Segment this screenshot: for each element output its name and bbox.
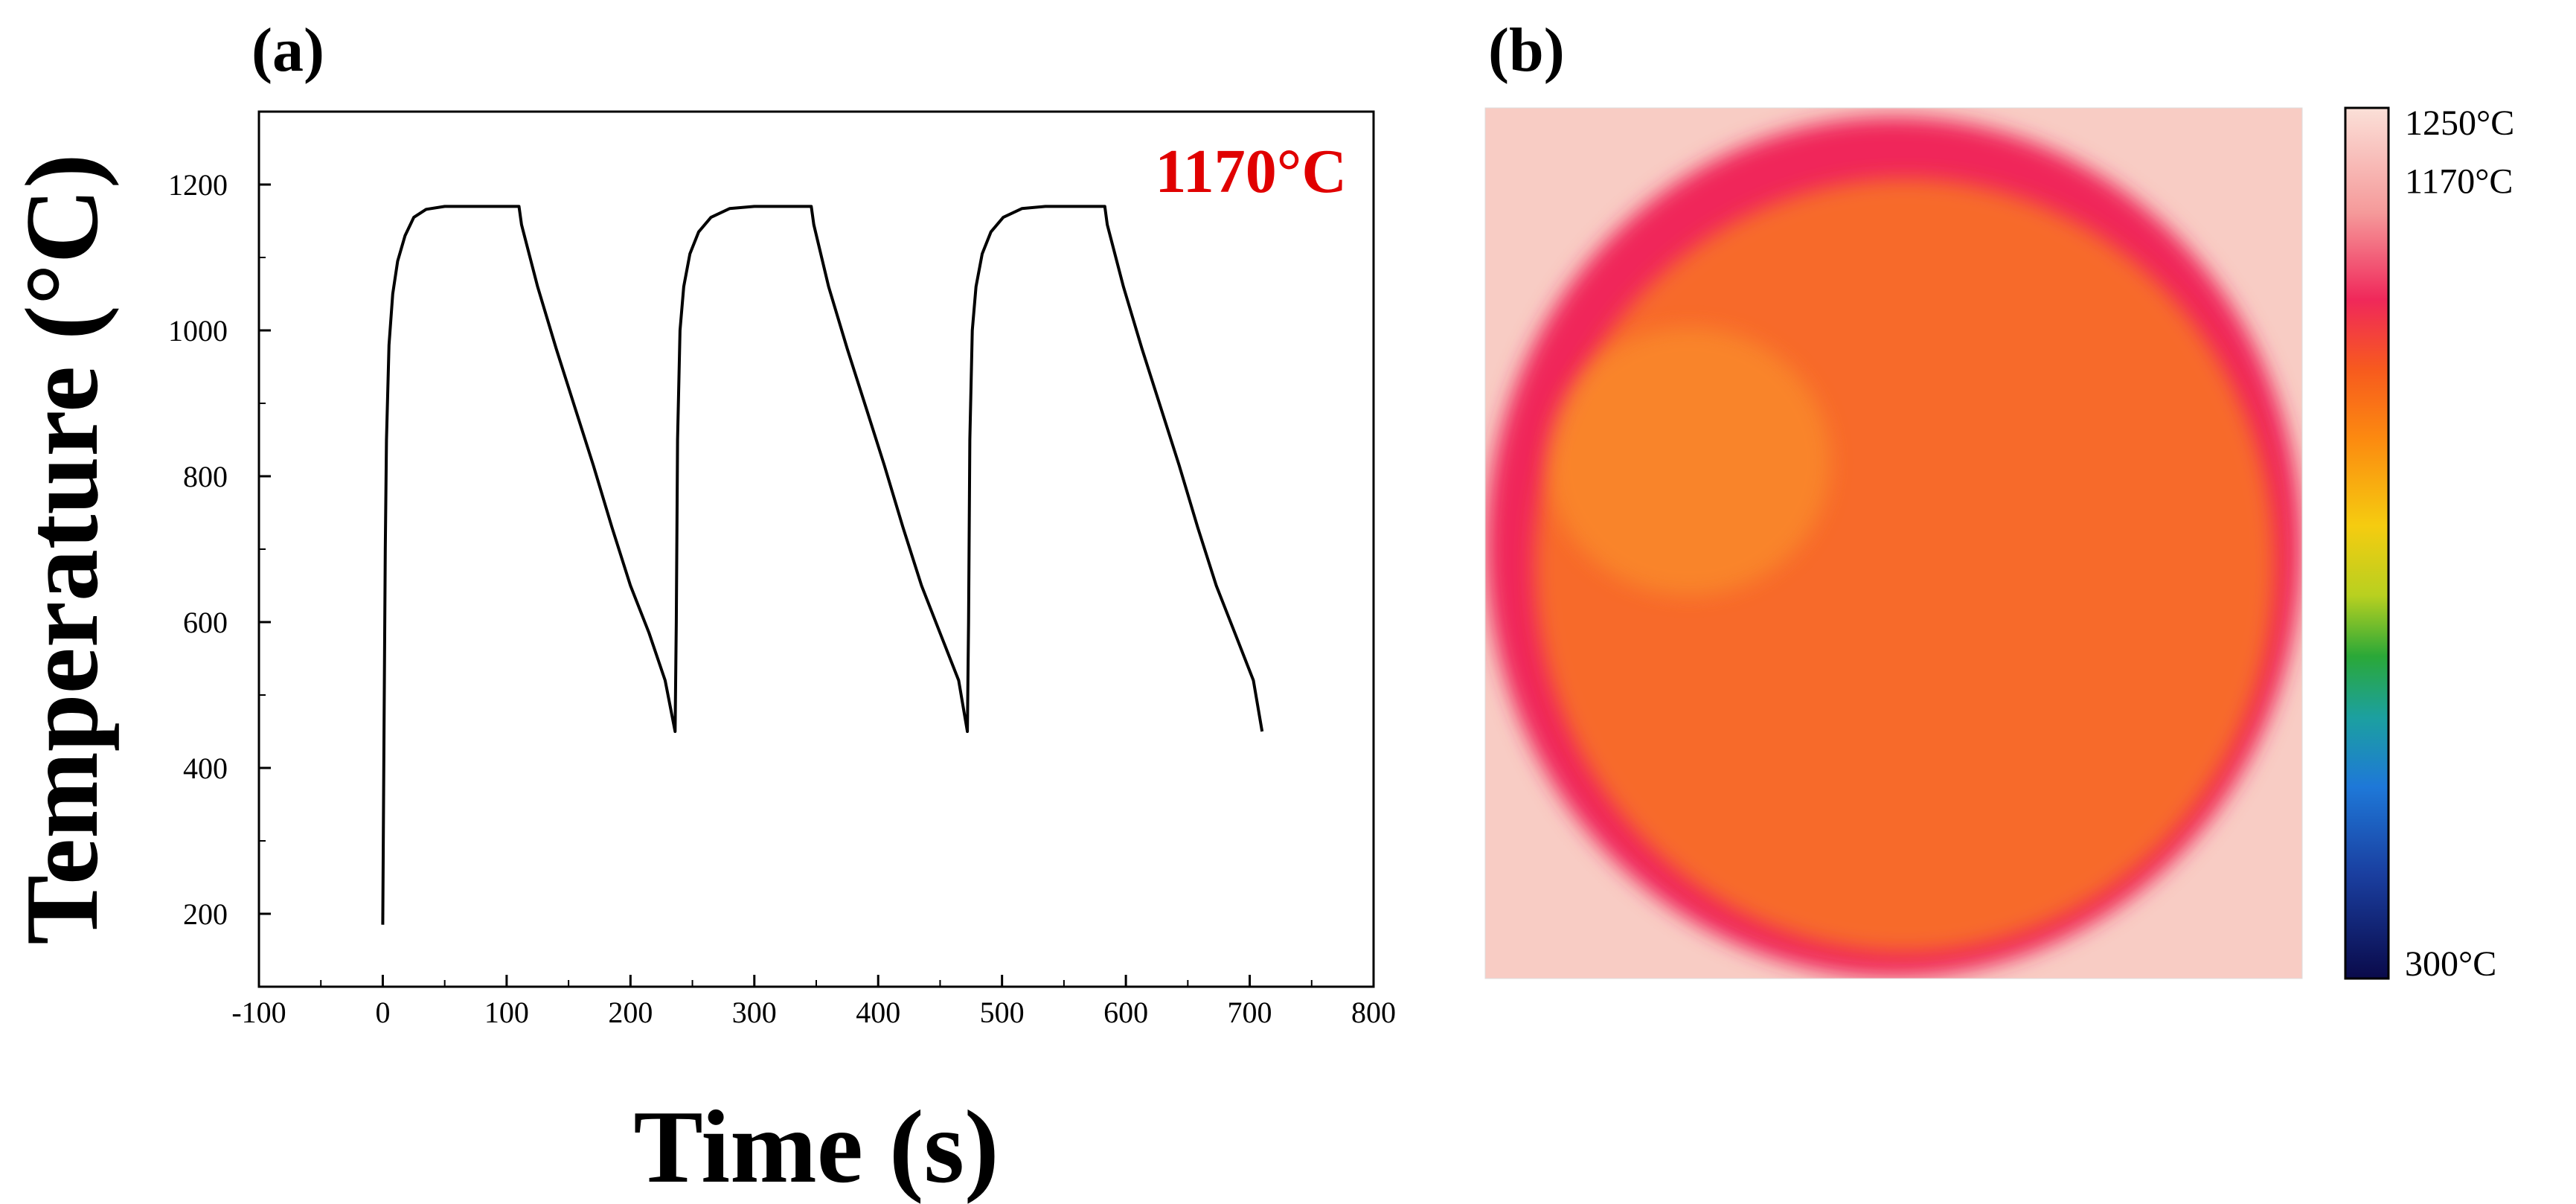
colorbar-label: 300°C: [2405, 944, 2496, 984]
thermal-image-panel: [1484, 107, 2303, 979]
y-tick-label: 800: [183, 460, 228, 493]
x-tick-label: 0: [375, 996, 390, 1029]
panel-label-a: (a): [251, 16, 324, 85]
panel-label-b: (b): [1488, 16, 1565, 85]
x-tick-label: 100: [484, 996, 529, 1029]
thermal-image-frame: [1484, 107, 2303, 979]
y-tick-label: 1200: [168, 168, 228, 202]
colorbar-label: 1250°C: [2405, 103, 2514, 143]
x-tick-label: 500: [980, 996, 1025, 1029]
y-tick-label: 400: [183, 752, 228, 785]
y-tick-label: 600: [183, 606, 228, 639]
x-tick-label: 400: [856, 996, 900, 1029]
x-axis-title: Time (s): [633, 1089, 999, 1204]
x-tick-label: 300: [732, 996, 777, 1029]
x-tick-label: -100: [231, 996, 286, 1029]
y-tick-label: 200: [183, 897, 228, 931]
x-tick-label: 700: [1228, 996, 1272, 1029]
annotation-temperature: 1170°C: [1155, 137, 1347, 206]
series-line-temperature: [381, 205, 1264, 925]
plot-frame: [257, 110, 1375, 988]
thermal-hotspot: [1548, 327, 1830, 595]
line-chart-panel: -100 0 100 200 300 400 500 600 700 800 200 400 600 8…: [4, 110, 1396, 1204]
colorbar-label: 1170°C: [2405, 162, 2513, 202]
x-tick-label: 600: [1103, 996, 1148, 1029]
y-tick-label: 1000: [168, 314, 228, 348]
x-tick-label: 200: [608, 996, 653, 1029]
y-axis-title: Temperature (°C): [4, 154, 120, 945]
colorbar-gradient: [2344, 106, 2390, 980]
x-tick-label: 800: [1351, 996, 1396, 1029]
colorbar: 1250°C 1170°C 300°C: [2344, 103, 2514, 984]
